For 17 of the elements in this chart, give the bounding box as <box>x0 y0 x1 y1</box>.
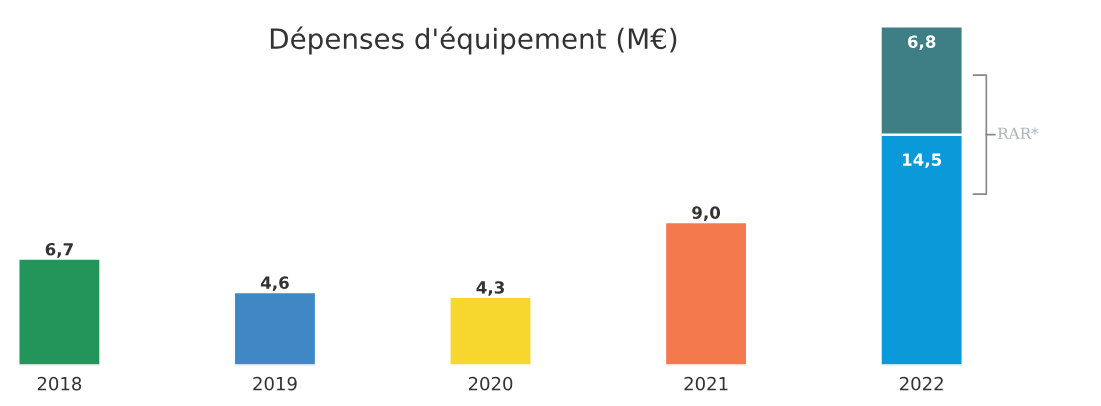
data-label: 4,3 <box>476 281 504 296</box>
bar <box>448 295 533 366</box>
data-label: 6,8 <box>907 35 936 51</box>
data-label: 9,0 <box>692 206 721 222</box>
data-label: 4,6 <box>260 276 289 292</box>
bar <box>17 257 102 366</box>
x-tick-label: 2021 <box>684 376 728 391</box>
x-tick-label: 2019 <box>253 376 297 391</box>
data-label: 14,5 <box>902 153 942 169</box>
annotation: RAR* <box>997 127 1039 139</box>
chart-title: Dépenses d'équipement (M€) <box>270 26 677 55</box>
bar <box>664 221 749 366</box>
x-tick-label: 2018 <box>37 376 82 391</box>
data-label: 6,7 <box>45 242 73 258</box>
x-tick-label: 2022 <box>900 376 943 391</box>
x-tick-label: 2020 <box>468 376 513 391</box>
bar <box>232 291 317 366</box>
